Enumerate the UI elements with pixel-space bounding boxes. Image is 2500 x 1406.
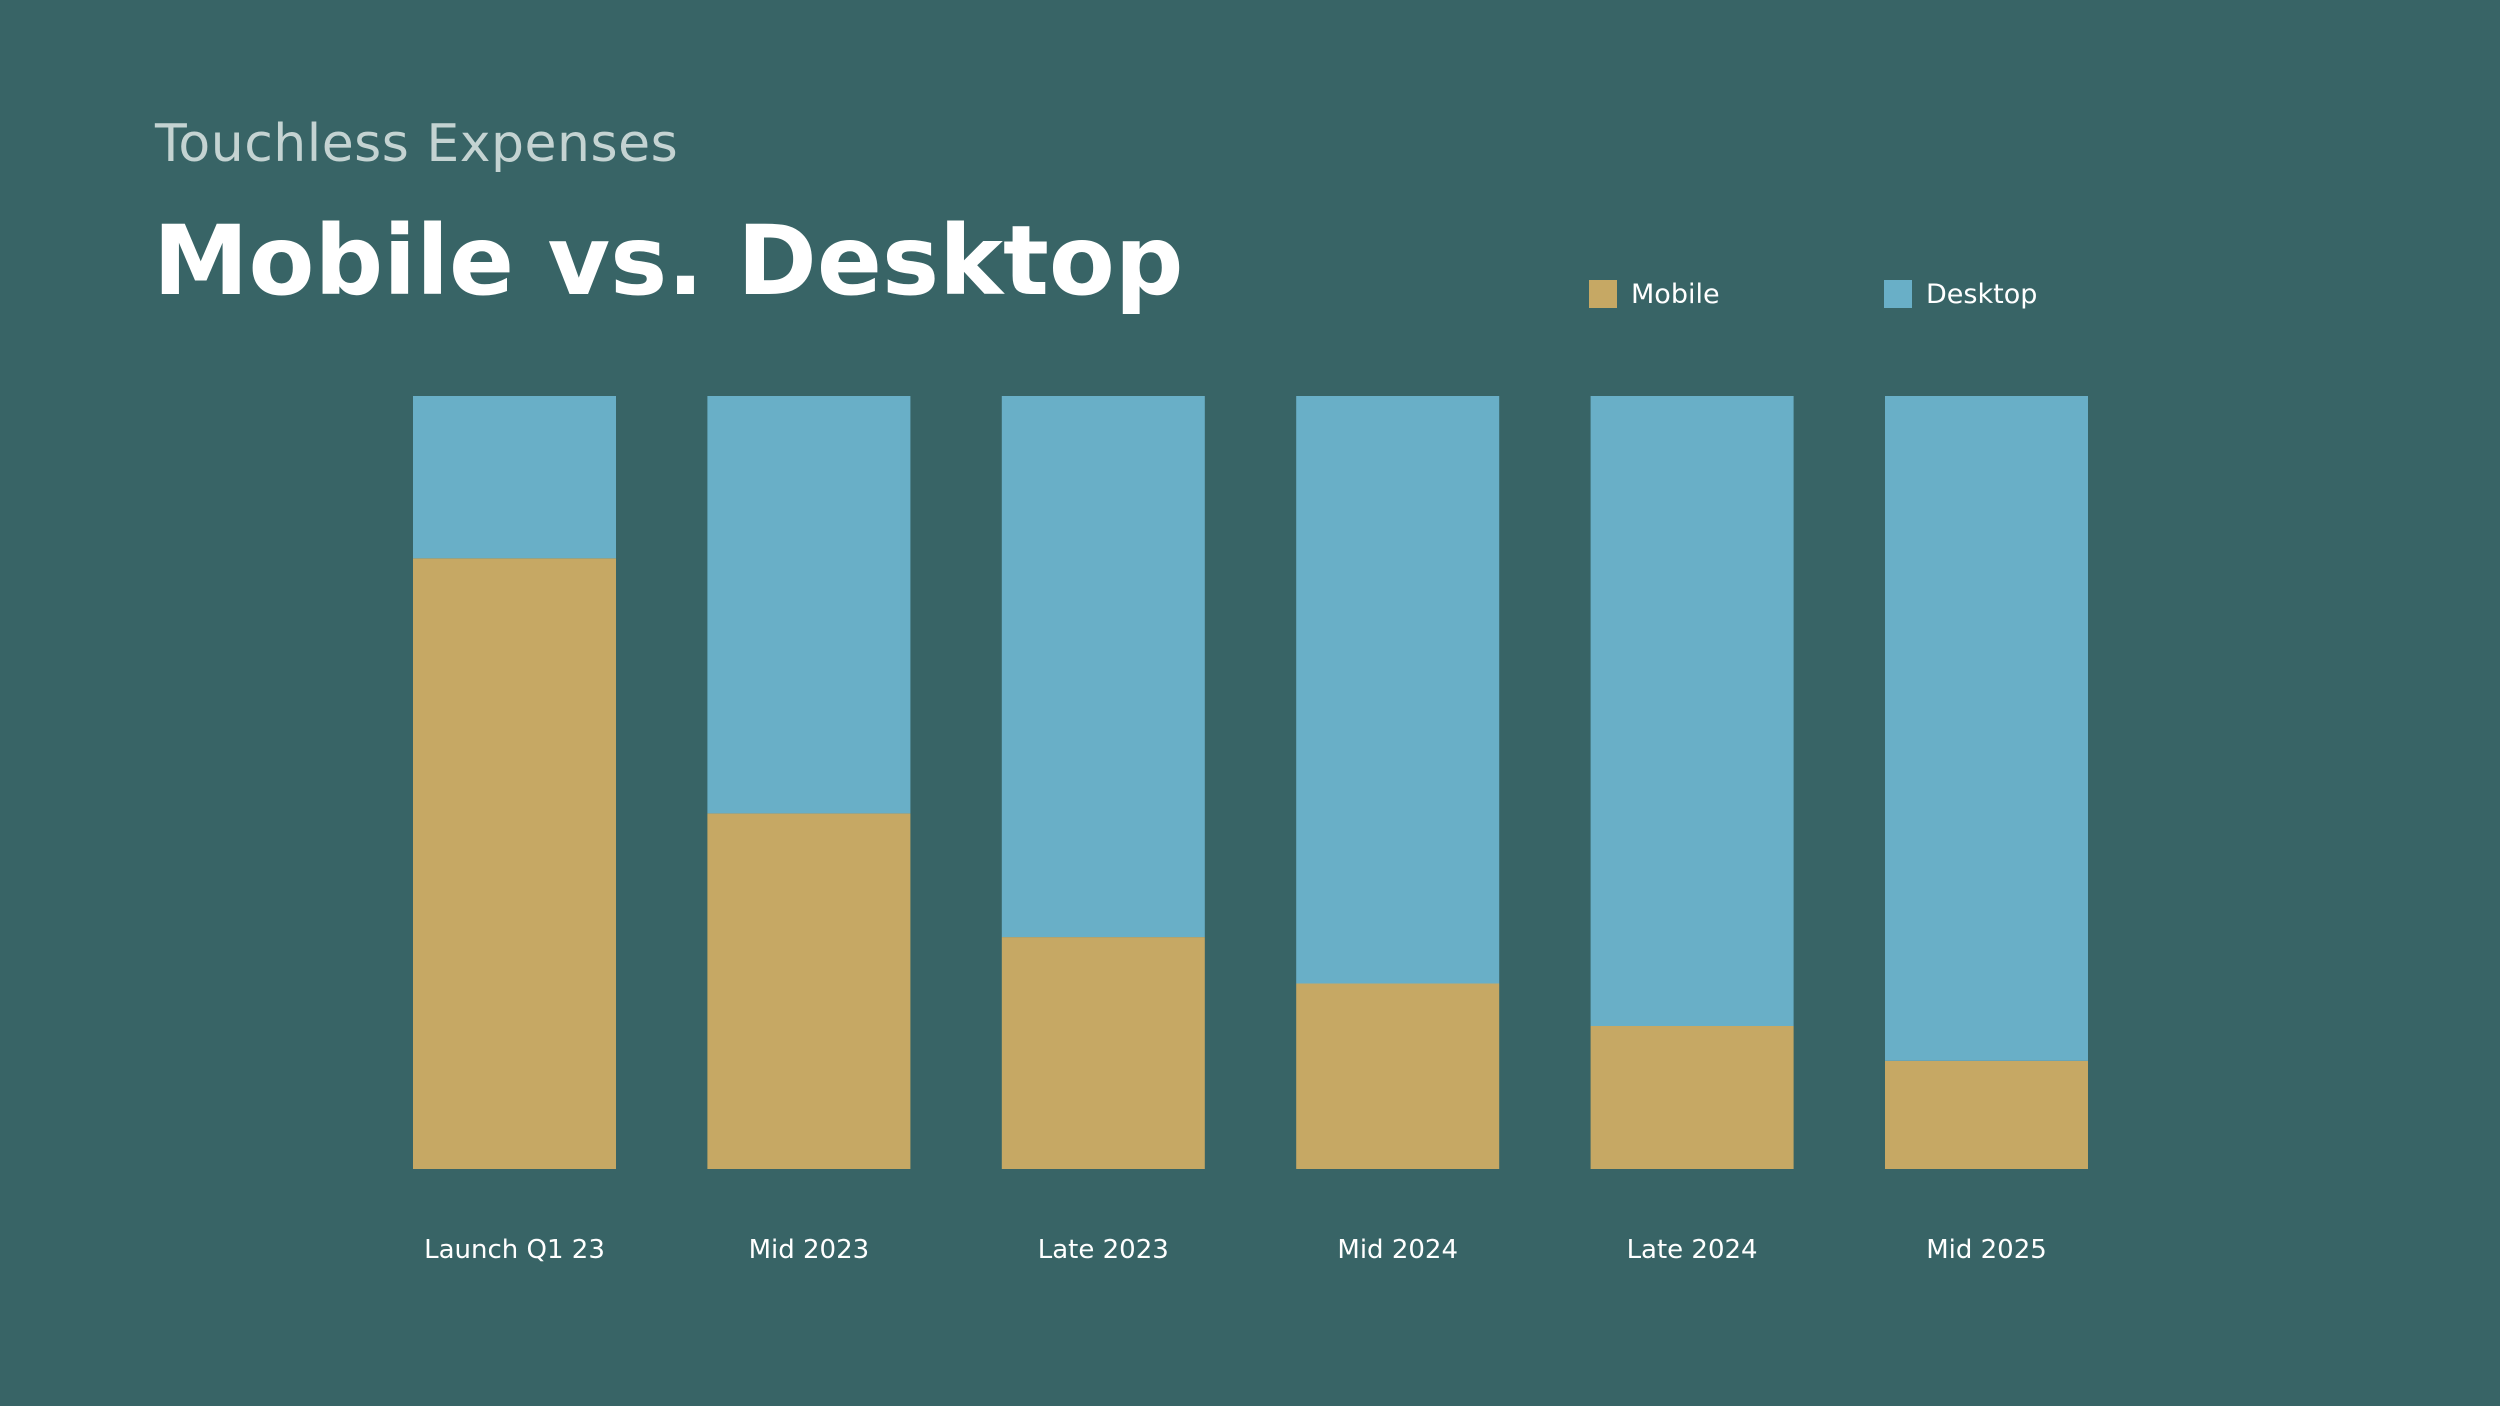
- legend-item-desktop: Desktop: [1884, 278, 2038, 310]
- bar-mobile-0: [413, 558, 616, 1169]
- page-title: Mobile vs. Desktop: [153, 205, 1184, 317]
- legend-label-desktop: Desktop: [1926, 278, 2038, 310]
- x-tick-label-2: Late 2023: [1038, 1235, 1169, 1265]
- legend-label-mobile: Mobile: [1631, 278, 1720, 310]
- bar-mobile-3: [1296, 983, 1500, 1169]
- legend-swatch-mobile: [1589, 280, 1617, 308]
- bar-desktop-1: [707, 396, 911, 814]
- subtitle: Touchless Expenses: [155, 114, 679, 174]
- bar-mobile-4: [1590, 1026, 1794, 1169]
- bar-mobile-2: [1001, 937, 1205, 1169]
- bar-desktop-4: [1590, 396, 1794, 1026]
- x-tick-label-3: Mid 2024: [1337, 1235, 1458, 1265]
- legend-item-mobile: Mobile: [1589, 278, 1720, 310]
- x-tick-label-1: Mid 2023: [749, 1235, 870, 1265]
- x-tick-label-5: Mid 2025: [1926, 1235, 2047, 1265]
- x-tick-label-0: Launch Q1 23: [424, 1235, 605, 1265]
- x-tick-label-4: Late 2024: [1627, 1235, 1758, 1265]
- bar-mobile-1: [707, 813, 911, 1169]
- bar-desktop-5: [1885, 396, 2088, 1061]
- bar-desktop-0: [413, 396, 616, 559]
- bar-mobile-5: [1885, 1060, 2088, 1169]
- legend-swatch-desktop: [1884, 280, 1912, 308]
- bar-desktop-3: [1296, 396, 1500, 984]
- bar-desktop-2: [1001, 396, 1205, 938]
